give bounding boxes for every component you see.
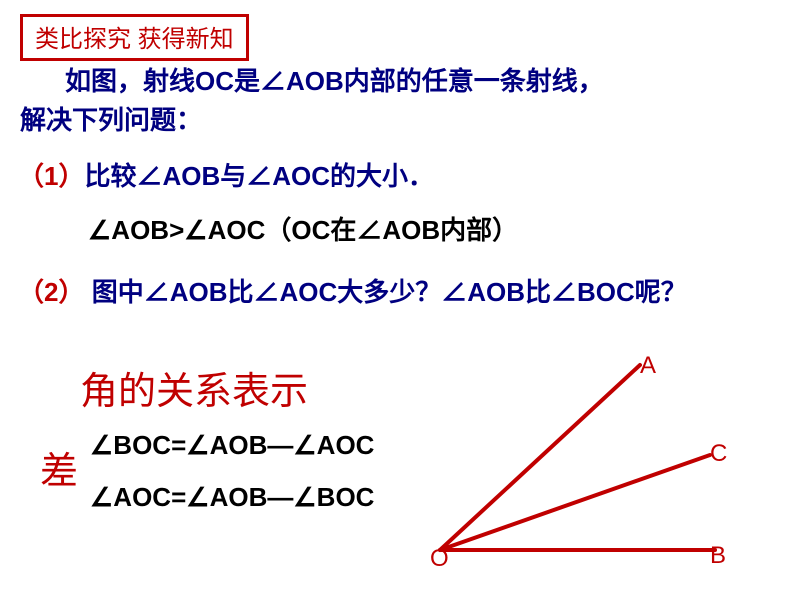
q2-number: （2） — [18, 277, 84, 307]
question-1: （1）比较∠AOB与∠AOC的大小． — [18, 156, 434, 193]
vertex-label-C: C — [710, 440, 727, 468]
difference-label: 差 — [40, 440, 78, 495]
vertex-label-B: B — [710, 542, 726, 570]
intro-line1: 如图，射线OC是∠AOB内部的任意一条射线， — [65, 66, 604, 96]
vertex-label-A: A — [640, 352, 656, 380]
angle-diagram: A C B O — [410, 350, 740, 580]
equation-2: ∠AOC=∠AOB—∠BOC — [90, 482, 374, 513]
equation-1: ∠BOC=∠AOB—∠AOC — [90, 430, 374, 461]
q2-text: 图中∠AOB比∠AOC大多少？∠AOB比∠BOC呢？ — [84, 277, 686, 307]
q1-text: 比较∠AOB与∠AOC的大小． — [84, 161, 434, 191]
intro-text: 如图，射线OC是∠AOB内部的任意一条射线， 解决下列问题： — [20, 62, 770, 140]
relation-title: 角的关系表示 — [80, 360, 308, 415]
question-2: （2） 图中∠AOB比∠AOC大多少？∠AOB比∠BOC呢？ — [18, 272, 687, 309]
q1-number: （1） — [18, 161, 84, 191]
angle-svg — [410, 350, 740, 580]
intro-line2: 解决下列问题： — [20, 105, 202, 135]
section-title: 类比探究 获得新知 — [20, 14, 249, 61]
answer-1: ∠AOB>∠AOC（OC在∠AOB内部） — [88, 210, 518, 247]
vertex-label-O: O — [430, 545, 449, 573]
